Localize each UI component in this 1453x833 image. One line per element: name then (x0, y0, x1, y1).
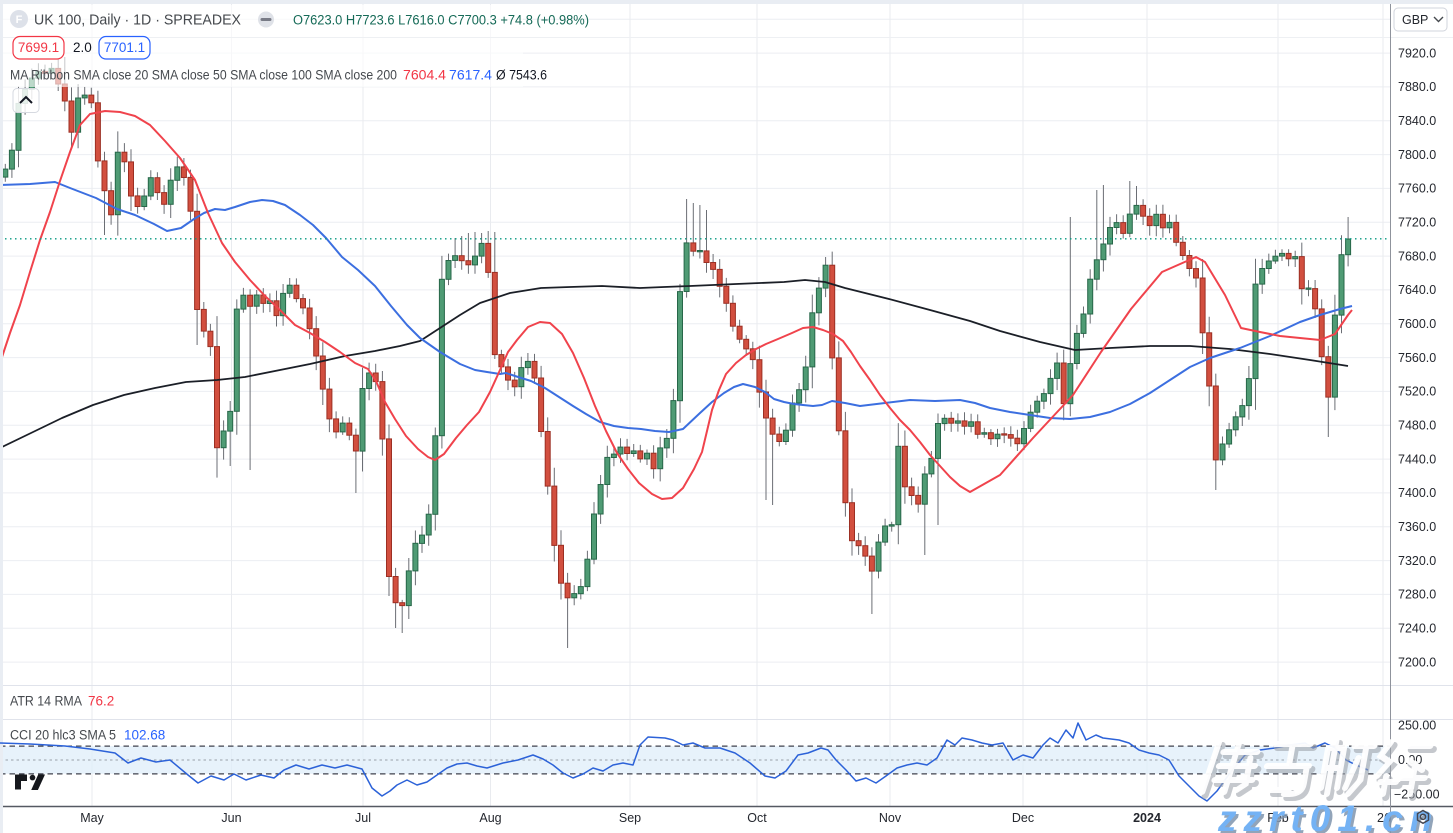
svg-text:zzrt01.cn: zzrt01.cn (1217, 798, 1439, 833)
svg-text:7880.0: 7880.0 (1398, 80, 1436, 94)
svg-text:O7623.0 H7723.6 L7616.0 C7700.: O7623.0 H7723.6 L7616.0 C7700.3 +74.8 (+… (293, 13, 589, 28)
svg-text:Jul: Jul (355, 811, 371, 825)
svg-text:7600.0: 7600.0 (1398, 317, 1436, 331)
svg-text:Ø 7543.6: Ø 7543.6 (496, 68, 547, 83)
svg-text:7640.0: 7640.0 (1398, 283, 1436, 297)
svg-text:7920.0: 7920.0 (1398, 46, 1436, 60)
svg-text:Feb: Feb (1267, 811, 1289, 825)
svg-text:7720.0: 7720.0 (1398, 216, 1436, 230)
svg-text:7480.0: 7480.0 (1398, 419, 1436, 433)
svg-text:CCI 20 hlc3 SMA 5: CCI 20 hlc3 SMA 5 (10, 728, 116, 743)
svg-text:Oct: Oct (747, 811, 767, 825)
svg-text:7840.0: 7840.0 (1398, 114, 1436, 128)
svg-text:7617.4: 7617.4 (449, 68, 493, 83)
svg-text:2024: 2024 (1133, 811, 1161, 825)
svg-text:102.68: 102.68 (124, 728, 165, 743)
svg-text:7560.0: 7560.0 (1398, 351, 1436, 365)
svg-text:2.0: 2.0 (73, 40, 92, 55)
svg-text:May: May (80, 811, 104, 825)
svg-text:MA Ribbon SMA close 20 SMA clo: MA Ribbon SMA close 20 SMA close 50 SMA … (10, 68, 397, 83)
svg-text:7604.4: 7604.4 (403, 68, 447, 83)
svg-text:7800.0: 7800.0 (1398, 148, 1436, 162)
svg-text:250.00: 250.00 (1398, 719, 1436, 733)
svg-text:7680.0: 7680.0 (1398, 249, 1436, 263)
svg-text:Jun: Jun (221, 811, 241, 825)
svg-text:26: 26 (1377, 811, 1391, 825)
svg-text:7200.0: 7200.0 (1398, 655, 1436, 669)
svg-text:GBP: GBP (1402, 13, 1428, 27)
svg-text:7760.0: 7760.0 (1398, 182, 1436, 196)
svg-text:Nov: Nov (879, 811, 902, 825)
svg-text:7440.0: 7440.0 (1398, 452, 1436, 466)
svg-text:7699.1: 7699.1 (18, 40, 59, 55)
svg-text:7240.0: 7240.0 (1398, 622, 1436, 636)
svg-text:7320.0: 7320.0 (1398, 554, 1436, 568)
svg-text:7360.0: 7360.0 (1398, 520, 1436, 534)
svg-text:76.2: 76.2 (88, 694, 114, 709)
svg-text:7701.1: 7701.1 (104, 40, 145, 55)
svg-text:Sep: Sep (619, 811, 641, 825)
svg-text:zzrt01.cn: zzrt01.cn (1220, 801, 1442, 833)
svg-text:7400.0: 7400.0 (1398, 486, 1436, 500)
svg-text:7520.0: 7520.0 (1398, 385, 1436, 399)
svg-text:F: F (16, 14, 23, 26)
svg-text:Aug: Aug (479, 811, 501, 825)
svg-text:UK 100, Daily · 1D · SPREADEX: UK 100, Daily · 1D · SPREADEX (34, 12, 241, 29)
svg-text:Dec: Dec (1012, 811, 1034, 825)
svg-text:ATR 14 RMA: ATR 14 RMA (10, 694, 82, 709)
svg-text:7280.0: 7280.0 (1398, 588, 1436, 602)
